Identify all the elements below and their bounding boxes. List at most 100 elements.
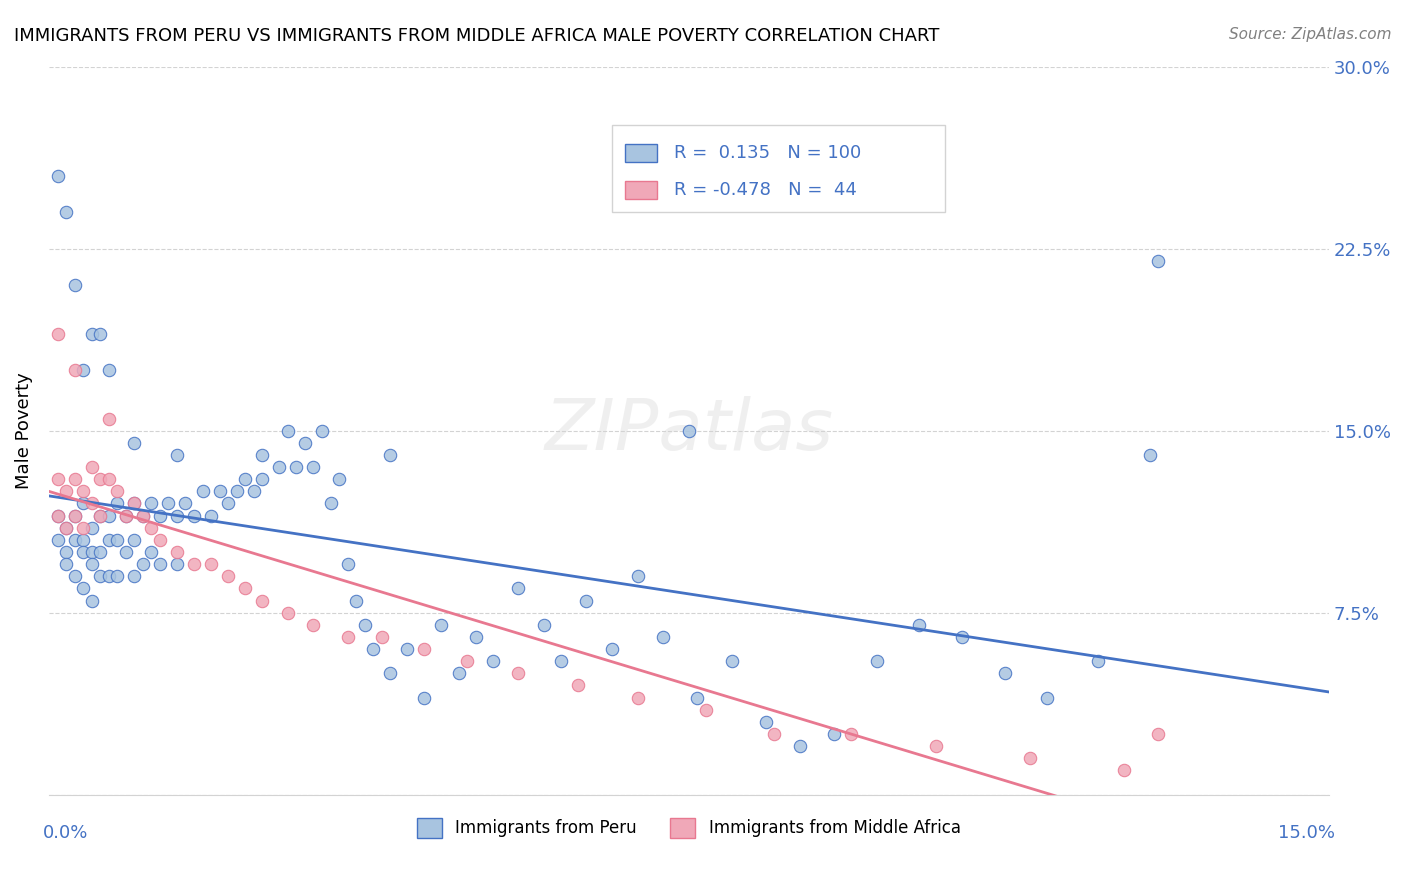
Point bbox=[174, 496, 197, 510]
Point bbox=[908, 617, 931, 632]
Point bbox=[233, 472, 256, 486]
Point bbox=[294, 435, 316, 450]
Point bbox=[217, 569, 239, 583]
Point bbox=[200, 557, 222, 571]
Point bbox=[55, 545, 77, 559]
Point bbox=[46, 508, 69, 523]
Point bbox=[865, 654, 887, 668]
Point bbox=[361, 642, 384, 657]
Point bbox=[46, 472, 69, 486]
Point bbox=[430, 617, 453, 632]
Point bbox=[447, 666, 470, 681]
Text: 0.0%: 0.0% bbox=[42, 824, 89, 842]
Point bbox=[695, 703, 717, 717]
Point bbox=[114, 545, 136, 559]
Point bbox=[80, 521, 103, 535]
Point bbox=[46, 533, 69, 547]
Point bbox=[550, 654, 572, 668]
Point bbox=[1019, 751, 1042, 765]
Point bbox=[302, 617, 325, 632]
Text: IMMIGRANTS FROM PERU VS IMMIGRANTS FROM MIDDLE AFRICA MALE POVERTY CORRELATION C: IMMIGRANTS FROM PERU VS IMMIGRANTS FROM … bbox=[14, 27, 939, 45]
Point bbox=[46, 169, 69, 183]
Point bbox=[63, 569, 86, 583]
Point bbox=[166, 448, 188, 462]
Point bbox=[183, 508, 205, 523]
Point bbox=[993, 666, 1015, 681]
Point bbox=[97, 472, 120, 486]
Point bbox=[652, 630, 675, 644]
Point bbox=[132, 557, 155, 571]
Point bbox=[252, 472, 274, 486]
Point bbox=[720, 654, 742, 668]
Point bbox=[396, 642, 419, 657]
Point bbox=[55, 484, 77, 499]
Point bbox=[72, 496, 94, 510]
Point bbox=[80, 460, 103, 475]
Point bbox=[72, 545, 94, 559]
Point bbox=[80, 545, 103, 559]
Point bbox=[55, 557, 77, 571]
Text: 15.0%: 15.0% bbox=[1278, 824, 1336, 842]
Point bbox=[46, 508, 69, 523]
Point bbox=[183, 557, 205, 571]
Point bbox=[105, 533, 128, 547]
Point bbox=[217, 496, 239, 510]
Point bbox=[132, 508, 155, 523]
Point bbox=[157, 496, 180, 510]
Point bbox=[269, 460, 291, 475]
Point bbox=[456, 654, 478, 668]
Point bbox=[755, 714, 778, 729]
Point bbox=[97, 363, 120, 377]
Text: ZIPatlas: ZIPatlas bbox=[544, 396, 834, 465]
Point bbox=[89, 326, 111, 341]
Point bbox=[89, 508, 111, 523]
Text: R =  0.135   N = 100: R = 0.135 N = 100 bbox=[673, 144, 860, 161]
Point bbox=[508, 582, 530, 596]
Point bbox=[789, 739, 811, 754]
Point bbox=[89, 508, 111, 523]
Point bbox=[72, 533, 94, 547]
Point bbox=[80, 593, 103, 607]
Point bbox=[567, 678, 589, 692]
Point bbox=[302, 460, 325, 475]
Point bbox=[97, 533, 120, 547]
Point bbox=[225, 484, 247, 499]
Point bbox=[63, 363, 86, 377]
Point bbox=[1036, 690, 1059, 705]
Point bbox=[97, 411, 120, 425]
Bar bbox=[612, 125, 945, 212]
Point bbox=[1112, 764, 1135, 778]
Point bbox=[464, 630, 486, 644]
Point bbox=[55, 521, 77, 535]
Point bbox=[124, 496, 146, 510]
Point bbox=[208, 484, 231, 499]
Point bbox=[105, 569, 128, 583]
Point bbox=[80, 496, 103, 510]
Y-axis label: Male Poverty: Male Poverty bbox=[15, 372, 32, 489]
Point bbox=[328, 472, 350, 486]
Point bbox=[627, 569, 650, 583]
Point bbox=[63, 472, 86, 486]
Point bbox=[89, 569, 111, 583]
Point bbox=[252, 448, 274, 462]
Bar bbox=[624, 144, 657, 162]
Point bbox=[191, 484, 214, 499]
Point bbox=[166, 508, 188, 523]
Point bbox=[1147, 727, 1170, 741]
Point bbox=[166, 545, 188, 559]
Point bbox=[1087, 654, 1109, 668]
Point bbox=[80, 557, 103, 571]
Legend: Immigrants from Peru, Immigrants from Middle Africa: Immigrants from Peru, Immigrants from Mi… bbox=[411, 811, 967, 845]
Point bbox=[89, 472, 111, 486]
Point bbox=[80, 326, 103, 341]
Point bbox=[105, 484, 128, 499]
Text: Source: ZipAtlas.com: Source: ZipAtlas.com bbox=[1229, 27, 1392, 42]
Point bbox=[63, 533, 86, 547]
Point bbox=[353, 617, 375, 632]
Point bbox=[285, 460, 308, 475]
Point bbox=[686, 690, 709, 705]
Point bbox=[89, 545, 111, 559]
Point bbox=[141, 545, 163, 559]
Point bbox=[149, 557, 172, 571]
Point bbox=[413, 642, 436, 657]
